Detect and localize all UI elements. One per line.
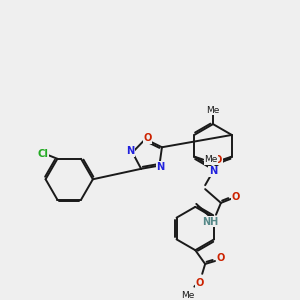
Text: O: O	[232, 192, 240, 202]
Text: O: O	[143, 133, 152, 143]
Text: O: O	[217, 253, 225, 263]
Text: NH: NH	[202, 217, 218, 226]
Text: O: O	[214, 154, 222, 165]
Text: O: O	[195, 278, 203, 288]
Text: Cl: Cl	[37, 149, 48, 159]
Text: Me: Me	[181, 291, 194, 300]
Text: N: N	[126, 146, 135, 157]
Text: Me: Me	[206, 106, 220, 115]
Text: N: N	[209, 167, 217, 176]
Text: Me: Me	[204, 155, 218, 164]
Text: N: N	[156, 162, 164, 172]
